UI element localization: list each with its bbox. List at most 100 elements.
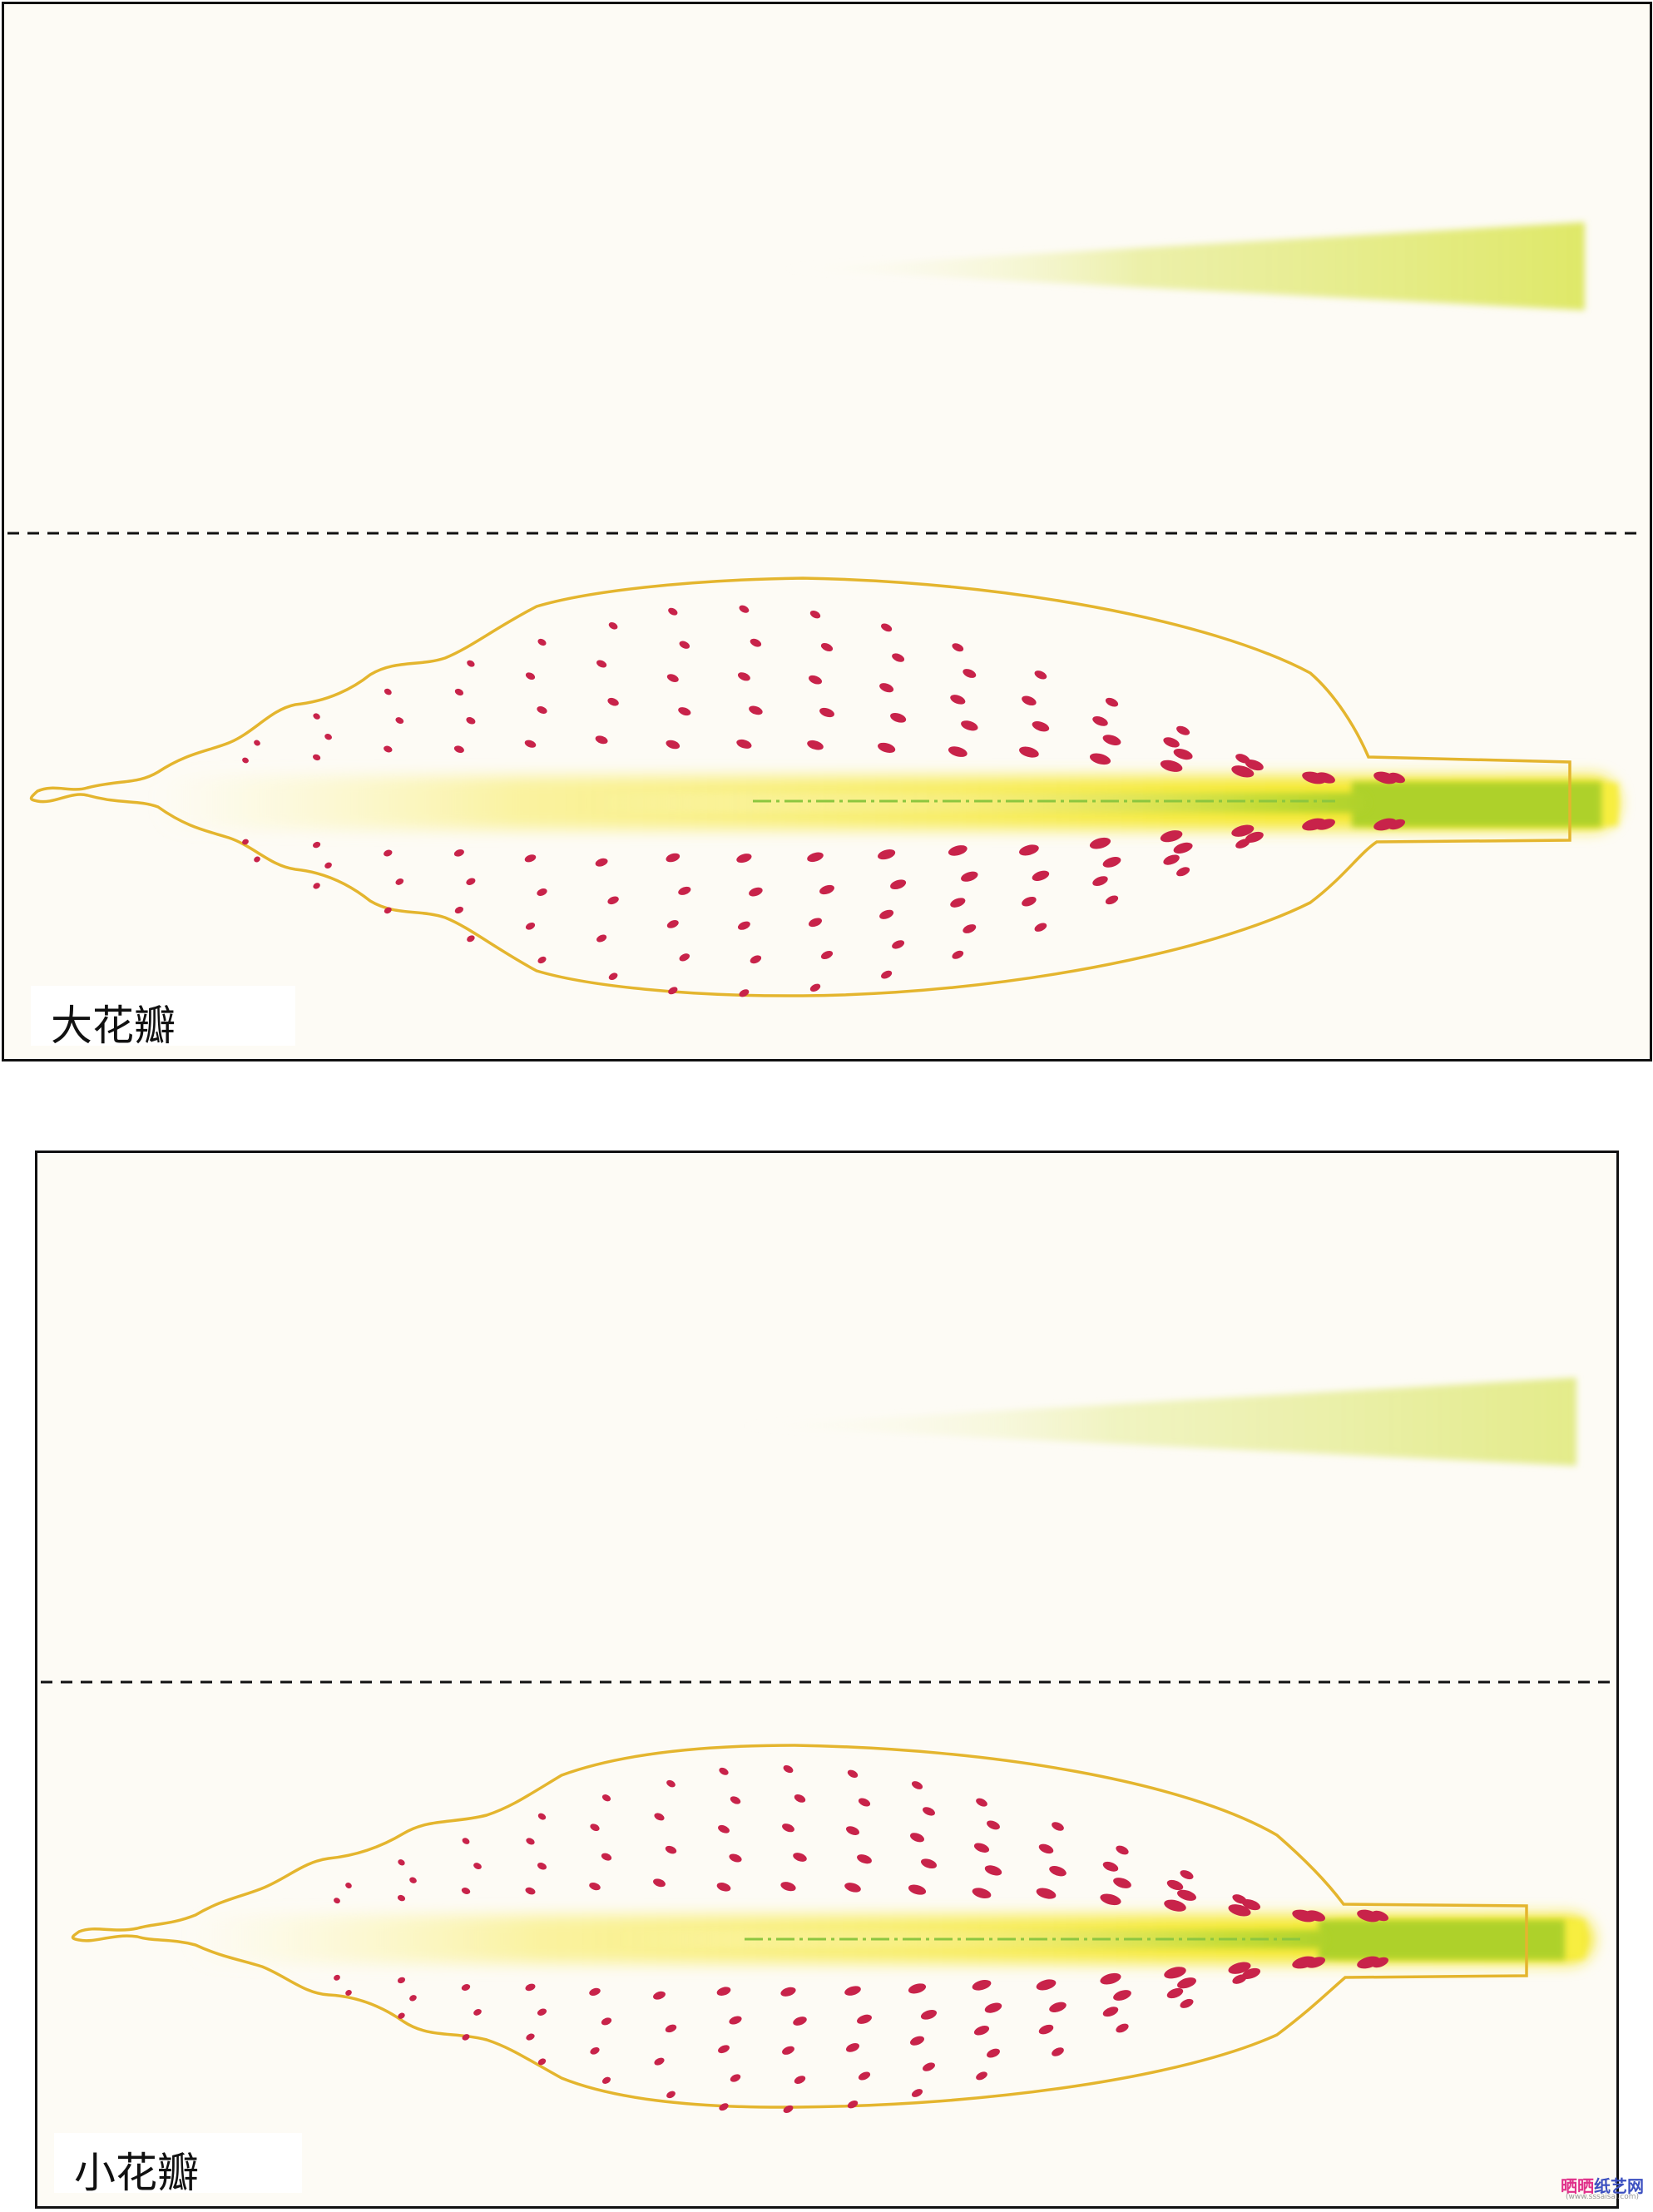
petal-spot [1102, 735, 1121, 745]
petal-spot [890, 712, 907, 723]
petal-spot [923, 2062, 935, 2071]
petal-spot [1052, 2047, 1064, 2056]
petal-spot [1019, 844, 1039, 856]
petal-spot [782, 1824, 794, 1833]
petal-outline [71, 1744, 1528, 2109]
petal-spot [678, 707, 691, 716]
petal-spot [537, 956, 547, 964]
petal-spot [972, 1888, 992, 1899]
petal-spot [881, 623, 893, 632]
petal-spot [793, 1853, 807, 1862]
petal-spot [525, 1983, 536, 1992]
petal-spot [1173, 749, 1193, 760]
petal-spot [973, 2026, 990, 2036]
petal-spot [1160, 830, 1183, 843]
petal-spot [679, 953, 690, 962]
petal-spot [807, 852, 824, 863]
petal-spot [242, 839, 249, 845]
petal-spot [395, 717, 404, 725]
petal-spot [473, 2008, 482, 2016]
petal-spot [525, 1887, 536, 1895]
petal-spot [847, 1769, 859, 1779]
petal-spot [537, 706, 547, 714]
petal-spot [473, 1863, 482, 1870]
petal-spot [1036, 1979, 1057, 1991]
petal-spot [736, 739, 752, 749]
petal-spot [526, 2033, 535, 2041]
petal-spot [467, 660, 475, 667]
petal-spot [881, 970, 893, 979]
petal-spot [453, 745, 464, 754]
petal-spot [1166, 1879, 1184, 1891]
petal-spot [1372, 1957, 1388, 1968]
petal-spot [525, 922, 536, 930]
petal-spot [1089, 837, 1111, 849]
stem-wedge-top [736, 1378, 1576, 1466]
petal-spot [254, 740, 260, 746]
petal-spot [780, 1882, 796, 1892]
petal-spot [1036, 1888, 1057, 1899]
petal-spot [537, 2008, 547, 2016]
petal-spot [596, 660, 607, 668]
petal-spot [948, 746, 968, 757]
petal-spot [1102, 857, 1121, 868]
petal-spot [1164, 1899, 1186, 1912]
petal-spot [987, 1820, 1000, 1830]
petal-spot [782, 2046, 794, 2055]
label-box: 大花瓣 [31, 986, 295, 1050]
petal-spot [397, 1894, 406, 1902]
petal-spot [313, 883, 320, 889]
petal-spot [1235, 754, 1250, 764]
petal-spot [739, 605, 750, 613]
petal-spot [384, 688, 392, 695]
petal-spot [984, 1865, 1002, 1876]
petal-spot [911, 2089, 923, 2097]
petal-spot [890, 879, 907, 890]
petal-spot [525, 672, 536, 680]
petal-spot [524, 854, 537, 863]
petal-spot [716, 1883, 731, 1892]
petal-spot [807, 740, 824, 750]
petal-spot [1089, 753, 1111, 765]
petal-spot [1306, 773, 1322, 783]
petal-spot [1022, 695, 1037, 706]
petal-spot [462, 2034, 470, 2041]
petal-spot [963, 669, 977, 678]
petal-spot [324, 733, 332, 740]
petal-spot [653, 1878, 666, 1888]
petal-spot [1100, 1972, 1121, 1985]
petal-spot [1388, 772, 1405, 784]
petal-spot [313, 754, 321, 761]
petal-spot [819, 884, 834, 895]
petal-spot [718, 1824, 730, 1833]
petal-spot [409, 1995, 417, 2002]
petal-spot [345, 1990, 352, 1996]
petal-spot [242, 757, 249, 764]
petal-spot [678, 886, 691, 895]
petal-spot [653, 1991, 666, 2000]
petal-spot [1241, 1899, 1261, 1911]
petal-spot [844, 1986, 861, 1996]
petal-spot [1228, 1904, 1251, 1917]
petal-spot [537, 2058, 547, 2066]
petal-spot [324, 862, 332, 869]
petal-spot [950, 898, 966, 908]
petal-spot [892, 940, 905, 949]
petal-spot [858, 1798, 871, 1807]
petal-spot [595, 735, 608, 745]
petal-spot [1116, 2023, 1129, 2033]
petal-spot [453, 849, 464, 857]
petal-spot [462, 1838, 470, 1844]
petal-spot [1102, 2007, 1119, 2017]
petal-spot [857, 1854, 872, 1864]
petal-spot [1176, 725, 1190, 735]
petal-spot [976, 2071, 987, 2081]
petal-label: 大花瓣 [51, 1002, 176, 1050]
petal-spot [1160, 760, 1183, 772]
petal-spot [857, 2014, 872, 2024]
petal-spot [820, 950, 834, 960]
petal-spot [961, 720, 978, 731]
petal-spot [719, 1767, 729, 1775]
petal-spot [454, 906, 464, 914]
petal-spot [1245, 831, 1264, 843]
